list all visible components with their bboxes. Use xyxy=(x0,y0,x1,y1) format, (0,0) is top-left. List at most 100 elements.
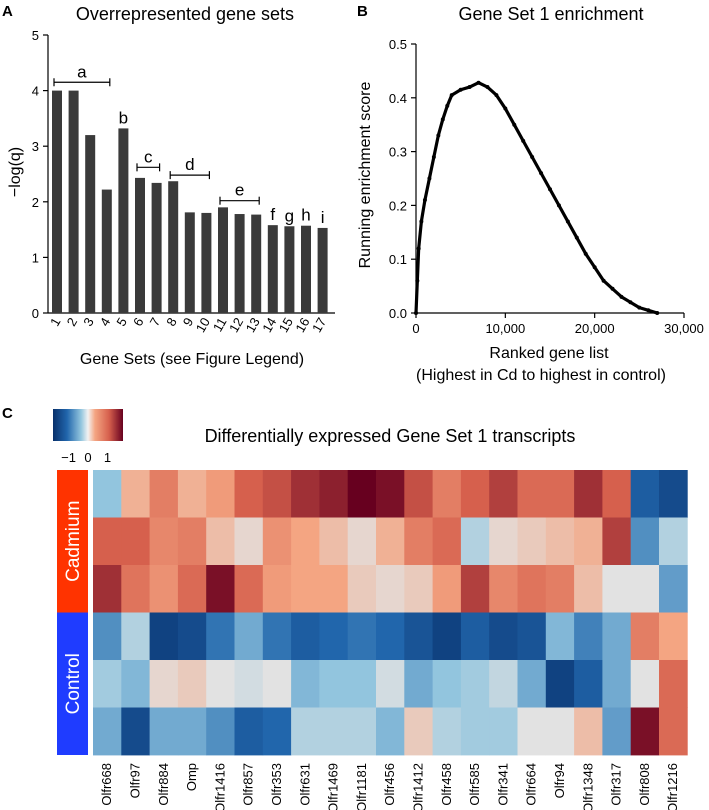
x-tick-label: 2 xyxy=(64,315,81,329)
heatmap-cell xyxy=(659,707,688,756)
group-label-g: g xyxy=(285,206,294,225)
heatmap-panel: Differentially expressed Gene Set 1 tran… xyxy=(53,409,688,810)
enrichment-point xyxy=(431,154,436,159)
heatmap-cell xyxy=(489,660,518,708)
group-label-b: b xyxy=(119,108,128,127)
enrichment-title: Gene Set 1 enrichment xyxy=(458,4,643,24)
bar-9 xyxy=(184,212,195,313)
heatmap-cell xyxy=(376,612,405,661)
heatmap-column-label: Olfr884 xyxy=(156,763,171,806)
heatmap-cell xyxy=(489,565,518,613)
heatmap-cell xyxy=(121,517,150,566)
enrichment-point xyxy=(548,187,552,192)
heatmap-column-label: Olfr94 xyxy=(552,763,567,798)
heatmap-cell xyxy=(234,470,264,518)
x-tick-label: 6 xyxy=(130,315,147,329)
row-group-label: Control xyxy=(63,653,84,714)
row-group-bar-cadmium xyxy=(57,470,88,613)
heatmap-cell xyxy=(121,565,150,613)
bar-8 xyxy=(168,181,179,313)
heatmap-column-label: Olfr1348 xyxy=(580,763,595,810)
heatmap-column-label: Olfr1181 xyxy=(354,763,369,810)
heatmap-cell xyxy=(121,707,150,756)
heatmap-cell xyxy=(347,470,377,518)
heatmap-cell xyxy=(149,707,179,756)
enrichment-point xyxy=(628,300,633,305)
panel-label-a: A xyxy=(2,3,13,20)
x-tick-label: 11 xyxy=(210,315,230,334)
bar-7 xyxy=(151,182,162,313)
bar-3 xyxy=(85,135,96,313)
y-tick-label: 0 xyxy=(32,306,39,321)
enrichment-point xyxy=(574,235,579,240)
heatmap-cell xyxy=(545,470,575,518)
enrichment-point xyxy=(440,117,445,122)
group-label-f: f xyxy=(270,205,275,224)
heatmap-column-label: Omp xyxy=(184,763,199,791)
x-tick-label: 13 xyxy=(243,315,263,335)
enrichment-x-label-sub: (Highest in Cd to highest in control) xyxy=(416,367,666,384)
heatmap-column-label: Olfr808 xyxy=(637,763,652,806)
y-tick-label: 0.3 xyxy=(389,145,407,160)
heatmap-cell xyxy=(149,565,179,613)
heatmap-cell xyxy=(319,660,349,708)
heatmap-cell xyxy=(545,565,575,613)
heatmap-column-label: Olfr631 xyxy=(297,763,312,806)
heatmap-cell xyxy=(460,660,490,708)
heatmap-column-label: Olfr341 xyxy=(495,763,510,806)
bar-chart-panel: Overrepresented gene sets −log(q) Gene S… xyxy=(7,4,335,368)
heatmap-cell xyxy=(347,707,377,756)
heatmap-cell xyxy=(121,612,150,661)
heatmap-cell xyxy=(460,707,490,756)
x-tick-label: 4 xyxy=(97,315,114,329)
heatmap-cell xyxy=(319,707,349,756)
heatmap-cell xyxy=(206,565,235,613)
heatmap-column-label: Olfr857 xyxy=(241,763,256,806)
heatmap-cell xyxy=(291,660,320,708)
heatmap-cell xyxy=(206,612,235,661)
heatmap-cell xyxy=(319,565,349,613)
heatmap-cell xyxy=(602,707,632,756)
bar-11 xyxy=(218,207,228,313)
bar-17 xyxy=(317,227,328,313)
heatmap-cell xyxy=(347,517,377,566)
heatmap-cell xyxy=(630,470,660,518)
x-tick-label: 7 xyxy=(147,315,164,329)
heatmap-cell xyxy=(291,517,320,566)
heatmap-cell xyxy=(602,660,632,708)
heatmap-column-label: Olfr97 xyxy=(127,763,142,798)
heatmap-cell xyxy=(404,660,433,708)
heatmap-cell xyxy=(347,660,377,708)
heatmap-cell xyxy=(630,612,660,661)
heatmap-cell xyxy=(460,612,490,661)
y-tick-label: 5 xyxy=(32,28,39,43)
group-label-h: h xyxy=(301,206,310,225)
heatmap-cell xyxy=(432,517,462,566)
bar-chart-title: Overrepresented gene sets xyxy=(76,4,294,24)
heatmap-cell xyxy=(517,470,547,518)
enrichment-line xyxy=(414,81,658,315)
y-tick-label: 4 xyxy=(32,84,39,99)
heatmap-cell xyxy=(659,470,688,518)
group-label-a: a xyxy=(77,62,87,81)
enrichment-point xyxy=(476,80,481,85)
x-tick-label: 0 xyxy=(412,321,419,336)
heatmap-cell xyxy=(489,612,518,661)
heatmap-cell xyxy=(177,660,207,708)
enrichment-point xyxy=(565,219,570,224)
heatmap-cell xyxy=(659,517,688,566)
heatmap-title: Differentially expressed Gene Set 1 tran… xyxy=(205,426,576,446)
x-tick-label: 12 xyxy=(226,315,246,335)
heatmap-cell xyxy=(574,707,603,756)
y-tick-label: 0.2 xyxy=(389,198,407,213)
heatmap-cell xyxy=(659,660,688,708)
heatmap-cell xyxy=(291,470,320,518)
heatmap-cell xyxy=(262,660,292,708)
heatmap-cell xyxy=(262,470,292,518)
heatmap-cell xyxy=(602,565,632,613)
heatmap-cell xyxy=(545,707,575,756)
panel-label-b: B xyxy=(357,3,368,20)
row-group-bar-control xyxy=(57,612,88,755)
x-tick-label: 30,000 xyxy=(664,321,704,336)
heatmap-column-label: Olfr585 xyxy=(467,763,482,806)
